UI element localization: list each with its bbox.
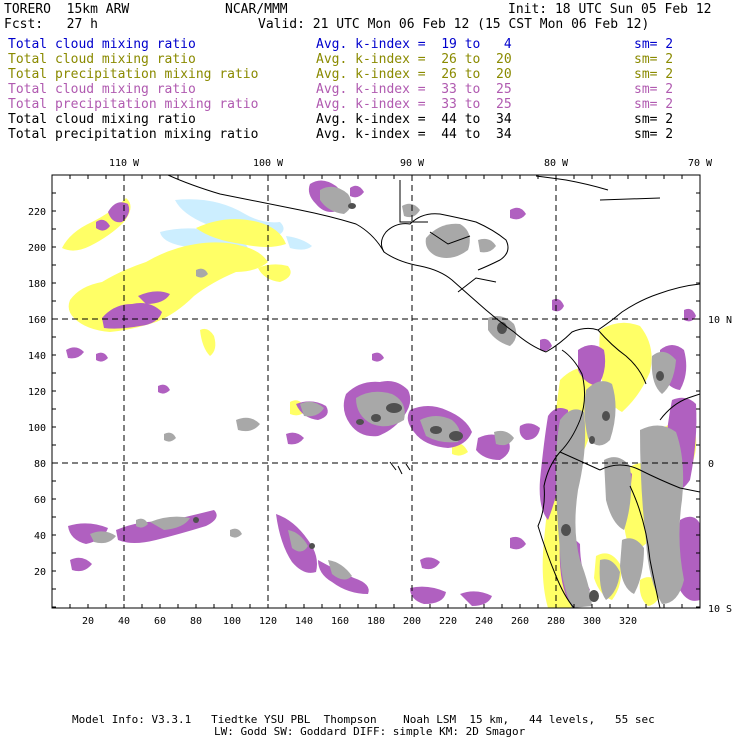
field-sm: sm= 2 (634, 67, 674, 82)
field-stat: Avg. k-index = 26 to 20 (316, 52, 512, 67)
lat-label: 10 S (708, 604, 732, 615)
x-tick-label: 20 (82, 616, 94, 627)
y-tick-label: 20 (34, 567, 46, 578)
field-sm: sm= 2 (634, 127, 674, 142)
y-tick-labels: 20 40 60 80 100 120 140 160 180 200 220 (28, 207, 46, 578)
field-stat: Avg. k-index = 19 to 4 (316, 37, 512, 52)
x-tick-label: 320 (619, 616, 637, 627)
lat-label: 10 N (708, 315, 732, 326)
x-tick-label: 280 (547, 616, 565, 627)
y-tick-label: 80 (34, 459, 46, 470)
field-stat: Avg. k-index = 33 to 25 (316, 97, 512, 112)
field-name: Total cloud mixing ratio (8, 37, 196, 52)
x-tick-label: 200 (403, 616, 421, 627)
coastline (167, 175, 700, 608)
lat-lon-grid (52, 175, 700, 608)
x-tick-label: 160 (331, 616, 349, 627)
field-name: Total cloud mixing ratio (8, 112, 196, 127)
x-tick-label: 240 (475, 616, 493, 627)
physics-info: LW: Godd SW: Goddard DIFF: simple KM: 2D… (214, 725, 526, 738)
field-name: Total precipitation mixing ratio (8, 127, 259, 142)
lon-label: 100 W (253, 158, 284, 169)
x-tick-label: 140 (295, 616, 313, 627)
center-label: NCAR/MMM (225, 2, 288, 17)
valid-time: Valid: 21 UTC Mon 06 Feb 12 (15 CST Mon … (258, 17, 650, 32)
y-tick-label: 100 (28, 423, 46, 434)
y-tick-label: 140 (28, 351, 46, 362)
lat-labels: 10 N 0 10 S (708, 315, 732, 615)
x-tick-label: 80 (190, 616, 202, 627)
lon-label: 110 W (109, 158, 140, 169)
axis-ticks (51, 174, 701, 608)
lat-label: 0 (708, 459, 714, 470)
lon-labels: 110 W 100 W 90 W 80 W 70 W (109, 158, 713, 169)
lon-label: 80 W (544, 158, 569, 169)
field-stat: Avg. k-index = 44 to 34 (316, 112, 512, 127)
y-tick-label: 120 (28, 387, 46, 398)
lon-label: 90 W (400, 158, 425, 169)
y-tick-label: 160 (28, 315, 46, 326)
y-tick-label: 200 (28, 243, 46, 254)
y-tick-label: 60 (34, 495, 46, 506)
init-time: Init: 18 UTC Sun 05 Feb 12 (508, 2, 712, 17)
field-sm: sm= 2 (634, 112, 674, 127)
x-tick-label: 100 (223, 616, 241, 627)
x-tick-label: 300 (583, 616, 601, 627)
lon-label: 70 W (688, 158, 713, 169)
y-tick-label: 40 (34, 531, 46, 542)
field-name: Total precipitation mixing ratio (8, 67, 259, 82)
y-tick-label: 220 (28, 207, 46, 218)
model-info: Model Info: V3.3.1 Tiedtke YSU PBL Thomp… (72, 713, 655, 726)
x-tick-label: 40 (118, 616, 130, 627)
x-tick-label: 220 (439, 616, 457, 627)
field-sm: sm= 2 (634, 37, 674, 52)
y-tick-label: 180 (28, 279, 46, 290)
field-stat: Avg. k-index = 44 to 34 (316, 127, 512, 142)
x-tick-labels: 20 40 60 80 100 120 140 160 180 200 220 … (82, 616, 637, 627)
field-stat: Avg. k-index = 26 to 20 (316, 67, 512, 82)
x-tick-label: 260 (511, 616, 529, 627)
model-title: TORERO 15km ARW (4, 2, 130, 17)
forecast-hour: Fcst: 27 h (4, 17, 98, 32)
field-name: Total precipitation mixing ratio (8, 97, 259, 112)
field-name: Total cloud mixing ratio (8, 52, 196, 67)
field-sm: sm= 2 (634, 82, 674, 97)
field-sm: sm= 2 (634, 52, 674, 67)
field-stat: Avg. k-index = 33 to 25 (316, 82, 512, 97)
x-tick-label: 120 (259, 616, 277, 627)
field-sm: sm= 2 (634, 97, 674, 112)
x-tick-label: 60 (154, 616, 166, 627)
field-name: Total cloud mixing ratio (8, 82, 196, 97)
x-tick-label: 180 (367, 616, 385, 627)
